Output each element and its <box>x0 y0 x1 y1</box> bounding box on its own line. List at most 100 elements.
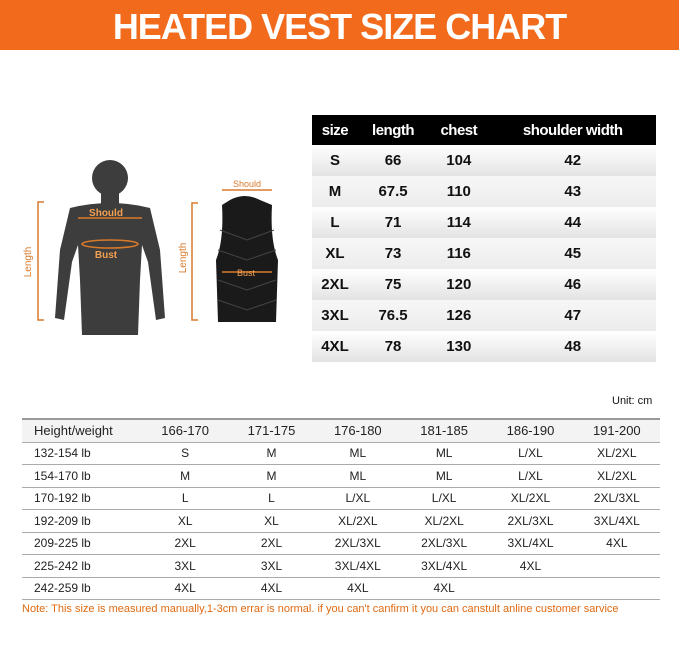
label: Should <box>89 208 123 219</box>
table-cell: 242-259 lb <box>22 577 142 600</box>
table-cell: M <box>142 464 229 488</box>
table-cell: 3XL/4XL <box>314 554 401 578</box>
table-cell: L <box>142 487 229 510</box>
table-cell: XL <box>228 509 315 533</box>
table-cell: 4XL <box>142 577 229 600</box>
table-cell: 3XL/4XL <box>487 532 574 555</box>
table-cell: 3XL <box>312 300 358 331</box>
table-cell: 73 <box>357 238 429 269</box>
table-cell: 4XL <box>573 532 660 555</box>
table-cell: 116 <box>428 238 490 269</box>
table-cell: 3XL <box>228 554 315 578</box>
label: Length <box>23 247 34 278</box>
table-cell: 3XL/4XL <box>573 509 660 533</box>
table-cell: ML <box>314 442 401 465</box>
table-cell: 171-175 <box>228 418 315 443</box>
table-cell: 132-154 lb <box>22 442 142 465</box>
table-cell: 2XL/3XL <box>314 532 401 555</box>
table-cell <box>573 554 660 578</box>
table-cell: length <box>357 115 429 145</box>
table-cell: 43 <box>489 176 656 207</box>
table-row: 192-209 lb XL XL XL/2XL XL/2XL 2XL/3XL 3XL/4XL <box>22 509 660 533</box>
table-cell <box>573 577 660 600</box>
table-row: 225-242 lb 3XL 3XL 3XL/4XL 3XL/4XL 4XL <box>22 554 660 578</box>
table-cell: 2XL/3XL <box>400 532 488 555</box>
table-cell: 181-185 <box>400 418 488 443</box>
table-cell <box>487 577 574 600</box>
table-cell: 170-192 lb <box>22 487 142 510</box>
table-cell: 2XL <box>312 269 358 300</box>
table-row: 4XL 78 130 48 <box>312 331 656 362</box>
table-cell: 130 <box>428 331 490 362</box>
table-cell: 154-170 lb <box>22 464 142 488</box>
table-cell: XL/2XL <box>487 487 574 510</box>
table-cell: 4XL <box>314 577 401 600</box>
table-cell: 3XL/4XL <box>400 554 488 578</box>
table-cell: 192-209 lb <box>22 509 142 533</box>
title: HEATED VEST SIZE CHART <box>112 6 567 47</box>
table-cell: 71 <box>357 207 429 238</box>
table-row: Height/weight 166-170 171-175 176-180 181-18… <box>22 418 660 443</box>
table-cell: 78 <box>357 331 429 362</box>
table-cell: 114 <box>428 207 490 238</box>
table-row: size length chest shoulder width <box>312 115 656 145</box>
table-cell: XL/2XL <box>314 509 401 533</box>
table-row: XL 73 116 45 <box>312 238 656 269</box>
table-cell: 4XL <box>487 554 574 578</box>
table-row: L 71 114 44 <box>312 207 656 238</box>
table-cell: 2XL <box>142 532 229 555</box>
table-cell: 76.5 <box>357 300 429 331</box>
table-cell: 45 <box>489 238 656 269</box>
table-row: 2XL 75 120 46 <box>312 269 656 300</box>
table-cell: L/XL <box>314 487 401 510</box>
table-row: S 66 104 42 <box>312 145 656 176</box>
table-cell: chest <box>428 115 490 145</box>
table-row: 3XL 76.5 126 47 <box>312 300 656 331</box>
table-row: 154-170 lb M M ML ML L/XL XL/2XL <box>22 464 660 488</box>
table-cell: 104 <box>428 145 490 176</box>
table-cell: 126 <box>428 300 490 331</box>
table-cell: 4XL <box>312 331 358 362</box>
table-cell: 2XL/3XL <box>487 509 574 533</box>
table-cell: 75 <box>357 269 429 300</box>
table-row: 132-154 lb S M ML ML L/XL XL/2XL <box>22 442 660 465</box>
table-cell: 120 <box>428 269 490 300</box>
table-cell: size <box>312 115 358 145</box>
table-cell: 2XL <box>228 532 315 555</box>
table-cell: XL <box>312 238 358 269</box>
table-cell: XL/2XL <box>573 464 660 488</box>
table-cell: M <box>312 176 358 207</box>
table-cell: ML <box>400 464 488 488</box>
table-cell: XL/2XL <box>400 509 488 533</box>
table-cell: L/XL <box>487 442 574 465</box>
table-cell: S <box>142 442 229 465</box>
table-cell: 4XL <box>228 577 315 600</box>
label: Should <box>233 179 261 189</box>
table-row: M 67.5 110 43 <box>312 176 656 207</box>
table-cell: 209-225 lb <box>22 532 142 555</box>
table-cell: M <box>228 464 315 488</box>
table-cell: S <box>312 145 358 176</box>
table-cell: 46 <box>489 269 656 300</box>
table-cell: 47 <box>489 300 656 331</box>
table-cell: 191-200 <box>573 418 660 443</box>
label: Length <box>178 243 189 274</box>
table-cell: 3XL <box>142 554 229 578</box>
table-cell: L/XL <box>400 487 488 510</box>
vest <box>216 196 278 322</box>
body-silhouette <box>55 160 165 335</box>
table-cell: 176-180 <box>314 418 401 443</box>
table-row: 209-225 lb 2XL 2XL 2XL/3XL 2XL/3XL 3XL/4XL 4XL <box>22 532 660 555</box>
table-cell: 225-242 lb <box>22 554 142 578</box>
unit: Unit: cm <box>612 395 653 407</box>
vest-guides <box>191 189 272 321</box>
note: Note: This size is measured manually,1-3… <box>22 603 619 615</box>
table-cell: L <box>228 487 315 510</box>
table-row: 242-259 lb 4XL 4XL 4XL 4XL <box>22 577 660 600</box>
table-cell: 186-190 <box>487 418 574 443</box>
label: Bust <box>237 268 256 278</box>
table-cell: M <box>228 442 315 465</box>
table-cell: 4XL <box>400 577 488 600</box>
